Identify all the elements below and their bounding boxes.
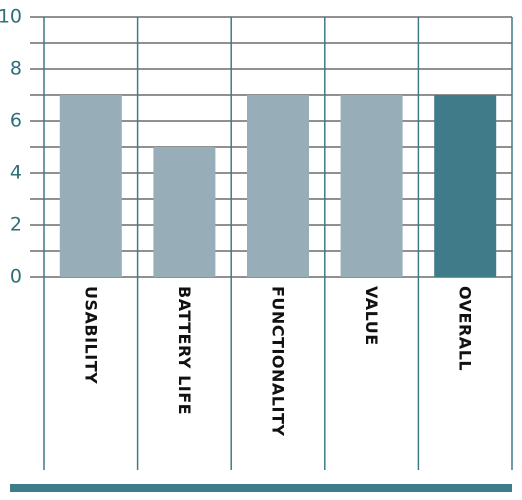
x-tick-label: VALUE [362, 286, 381, 346]
y-tick-label: 10 [0, 6, 22, 28]
y-tick-label: 0 [10, 266, 22, 288]
footer-bar [10, 484, 512, 492]
bar [434, 95, 497, 277]
bar [340, 95, 403, 277]
x-tick-label: OVERALL [456, 286, 475, 371]
bar [59, 95, 122, 277]
y-tick-label: 2 [10, 214, 22, 236]
x-tick-label: FUNCTIONALITY [269, 286, 288, 436]
y-tick-label: 8 [10, 58, 22, 80]
x-tick-label: USABILITY [81, 286, 100, 384]
x-tick-label: BATTERY LIFE [175, 286, 194, 415]
bar [153, 147, 216, 277]
y-tick-label: 4 [10, 162, 22, 184]
bar [247, 95, 309, 277]
y-tick-label: 6 [10, 110, 22, 132]
